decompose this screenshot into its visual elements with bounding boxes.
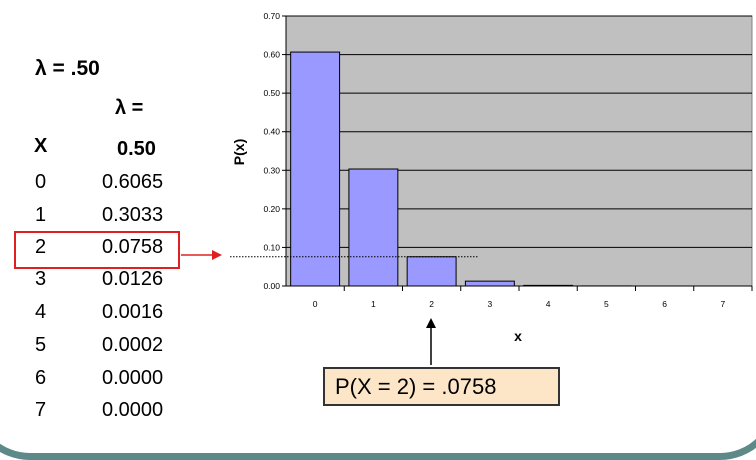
y-tick-label: 0.40 — [263, 127, 280, 137]
y-tick-label: 0.60 — [263, 50, 280, 60]
x-tick-label: 3 — [488, 299, 493, 309]
x-tick-label: 7 — [721, 299, 726, 309]
x-tick-label: 2 — [429, 299, 434, 309]
x-axis-label: x — [514, 328, 522, 344]
bar — [407, 257, 456, 286]
bar-chart: 0.00 0.10 0.20 0.30 0.40 0.50 0.60 0.70 0 1 2 3 4 5 6 7… — [0, 0, 756, 424]
callout-arrowhead — [426, 318, 436, 328]
red-arrowhead — [212, 250, 222, 260]
y-axis-label: P(x) — [231, 139, 247, 165]
y-tick-label: 0.70 — [263, 11, 280, 21]
y-tick-label: 0.30 — [263, 165, 280, 175]
x-tick-label: 1 — [371, 299, 376, 309]
y-tick-label: 0.10 — [263, 242, 280, 252]
x-tick-label: 5 — [604, 299, 609, 309]
x-tick-label: 4 — [546, 299, 551, 309]
callout-box: P(X = 2) = .0758 — [323, 367, 560, 406]
bar — [465, 281, 514, 286]
x-tick-label: 6 — [662, 299, 667, 309]
bar — [349, 169, 398, 286]
x-tick-label: 0 — [313, 299, 318, 309]
y-tick-label: 0.20 — [263, 204, 280, 214]
y-tick-label: 0.00 — [263, 281, 280, 291]
bar — [524, 285, 573, 286]
bar — [291, 52, 340, 286]
y-tick-label: 0.50 — [263, 88, 280, 98]
